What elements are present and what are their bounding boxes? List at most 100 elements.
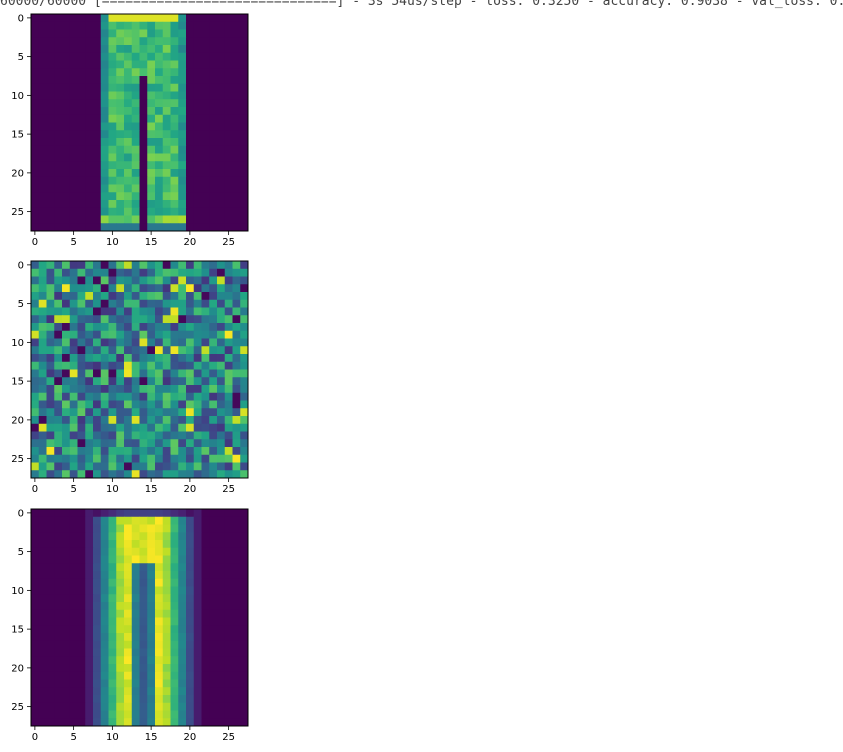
heatmap-cell — [101, 385, 109, 393]
heatmap-cell — [225, 470, 233, 478]
heatmap-cell — [171, 625, 179, 633]
heatmap-cell — [171, 154, 179, 162]
heatmap-cell — [47, 470, 55, 478]
heatmap-cell — [31, 115, 39, 123]
heatmap-cell — [171, 718, 179, 726]
heatmap-cell — [225, 525, 233, 533]
heatmap-cell — [147, 680, 155, 688]
heatmap-cell — [31, 641, 39, 649]
heatmap-cell — [186, 61, 194, 69]
heatmap-cell — [132, 76, 140, 84]
heatmap-cell — [155, 115, 163, 123]
heatmap-cell — [171, 269, 179, 277]
heatmap-cell — [163, 618, 171, 626]
heatmap-cell — [155, 61, 163, 69]
heatmap-cell — [178, 401, 186, 409]
heatmap-cell — [47, 556, 55, 564]
heatmap-cell — [225, 377, 233, 385]
heatmap-cell — [31, 331, 39, 339]
heatmap-cell — [209, 339, 217, 347]
heatmap-cell — [78, 408, 86, 416]
heatmap-cell — [62, 138, 70, 146]
heatmap-cell — [147, 185, 155, 193]
heatmap-cell — [132, 641, 140, 649]
heatmap-cell — [116, 123, 124, 131]
heatmap-cell — [124, 107, 132, 115]
heatmap-cell — [178, 610, 186, 618]
heatmap-cell — [39, 610, 47, 618]
heatmap-cell — [62, 177, 70, 185]
heatmap-cell — [116, 649, 124, 657]
heatmap-cell — [39, 14, 47, 22]
heatmap-cell — [101, 540, 109, 548]
heatmap-cell — [178, 339, 186, 347]
heatmap-cell — [186, 594, 194, 602]
heatmap-cell — [116, 315, 124, 323]
heatmap-cell — [178, 22, 186, 30]
heatmap-cell — [225, 300, 233, 308]
heatmap-cell — [140, 92, 148, 100]
heatmap-cell — [233, 463, 241, 471]
heatmap-cell — [217, 115, 225, 123]
heatmap-cell — [39, 138, 47, 146]
heatmap-cell — [54, 703, 62, 711]
heatmap-cell — [78, 703, 86, 711]
heatmap-cell — [194, 672, 202, 680]
heatmap-cell — [186, 703, 194, 711]
heatmap-cell — [171, 200, 179, 208]
heatmap-cell — [109, 84, 117, 92]
heatmap-cell — [186, 308, 194, 316]
heatmap-cell — [78, 680, 86, 688]
heatmap-cell — [116, 339, 124, 347]
heatmap-cell — [62, 470, 70, 478]
heatmap-cell — [147, 424, 155, 432]
heatmap-cell — [163, 123, 171, 131]
heatmap-cell — [62, 68, 70, 76]
heatmap-cell — [31, 703, 39, 711]
heatmap-cell — [186, 315, 194, 323]
heatmap-cell — [186, 22, 194, 30]
heatmap-cell — [85, 594, 93, 602]
heatmap-cell — [140, 292, 148, 300]
heatmap-cell — [47, 138, 55, 146]
heatmap-cell — [101, 641, 109, 649]
heatmap-cell — [209, 680, 217, 688]
heatmap-cell — [124, 664, 132, 672]
heatmap-cell — [85, 416, 93, 424]
heatmap-cell — [140, 656, 148, 664]
heatmap-cell — [171, 602, 179, 610]
heatmap-cell — [240, 30, 248, 38]
heatmap-cell — [171, 370, 179, 378]
heatmap-cell — [147, 540, 155, 548]
heatmap-cell — [47, 223, 55, 231]
heatmap-cell — [31, 53, 39, 61]
heatmap-cell — [70, 354, 78, 362]
heatmap-cell — [85, 99, 93, 107]
heatmap-cell — [217, 216, 225, 224]
heatmap-cell — [186, 208, 194, 216]
heatmap-cell — [47, 610, 55, 618]
heatmap-cell — [54, 439, 62, 447]
heatmap-cell — [202, 261, 210, 269]
heatmap-cell — [47, 602, 55, 610]
heatmap-cell — [209, 563, 217, 571]
heatmap-cell — [70, 123, 78, 131]
heatmap-cell — [85, 84, 93, 92]
heatmap-cell — [54, 208, 62, 216]
heatmap-cell — [93, 649, 101, 657]
heatmap-cell — [124, 610, 132, 618]
heatmap-cell — [116, 115, 124, 123]
heatmap-cell — [155, 680, 163, 688]
heatmap-cell — [101, 711, 109, 719]
heatmap-cell — [171, 315, 179, 323]
heatmap-cell — [240, 37, 248, 45]
heatmap-cell — [163, 711, 171, 719]
heatmap-cell — [31, 370, 39, 378]
heatmap-cell — [109, 602, 117, 610]
heatmap-cell — [78, 76, 86, 84]
y-tick-label: 0 — [18, 260, 24, 271]
heatmap-cell — [109, 92, 117, 100]
heatmap-cell — [186, 432, 194, 440]
heatmap-cell — [70, 432, 78, 440]
heatmap-cell — [39, 393, 47, 401]
